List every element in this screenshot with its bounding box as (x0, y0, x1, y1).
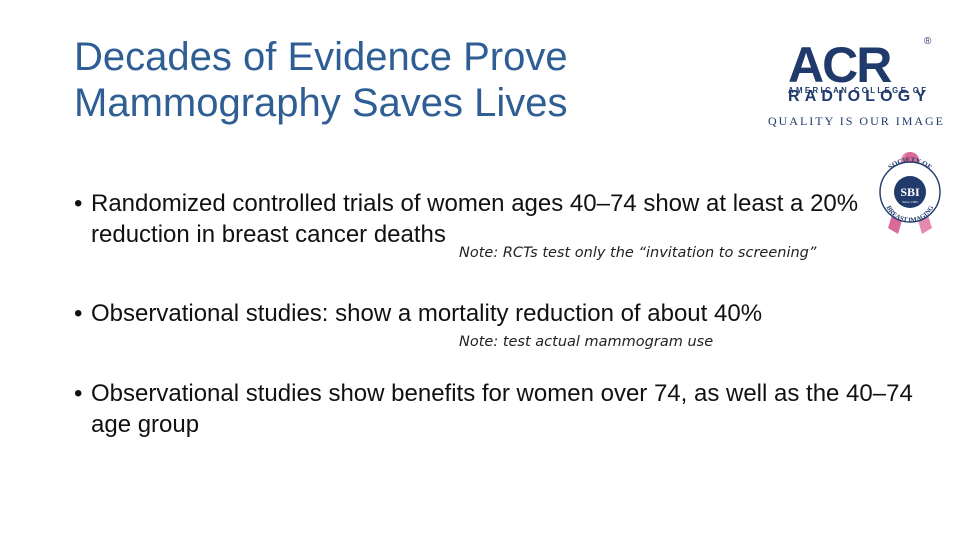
bullet-rct: • Randomized controlled trials of women a… (74, 188, 921, 250)
sbi-center-text: SBI (900, 185, 920, 199)
acr-logo-line2: RADIOLOGY (788, 88, 926, 105)
slide-title: Decades of Evidence Prove Mammography Sa… (74, 34, 674, 126)
note-rct: Note: RCTs test only the “invitation to … (459, 245, 817, 261)
note-observational: Note: test actual mammogram use (459, 334, 714, 350)
bullet-observational-age: • Observational studies show benefits for… (74, 378, 921, 440)
sbi-since-text: Since 1985 (902, 200, 918, 204)
bullet-marker: • (74, 190, 83, 217)
bullet-marker: • (74, 300, 83, 327)
acr-logo-tagline: QUALITY IS OUR IMAGE (768, 114, 944, 128)
acr-logo-mark: ACR (788, 37, 892, 93)
bullet-text: Observational studies: show a mortality … (91, 300, 763, 327)
bullet-text: Randomized controlled trials of women ag… (91, 190, 859, 248)
registered-mark: ® (924, 36, 932, 47)
acr-logo-line1: AMERICAN COLLEGE OF (788, 86, 926, 95)
title-line-2: Mammography Saves Lives (74, 81, 568, 125)
bullet-text: Observational studies show benefits for … (91, 380, 913, 438)
acr-logo: ACR ® AMERICAN COLLEGE OF RADIOLOGY QUAL… (768, 36, 944, 128)
sbi-logo: SOCIETY OF BREAST IMAGING SBI Since 1985 (879, 152, 941, 234)
bullet-marker: • (74, 380, 83, 407)
title-line-1: Decades of Evidence Prove (74, 35, 568, 79)
bullet-observational-mortality: • Observational studies: show a mortality… (74, 298, 921, 329)
